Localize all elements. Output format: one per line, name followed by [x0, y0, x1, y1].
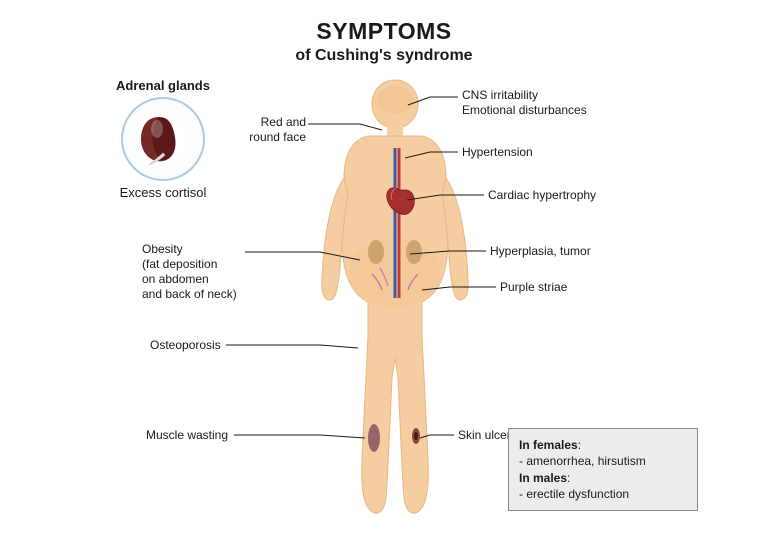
kidney-icon — [133, 109, 193, 169]
adrenal-label-top: Adrenal glands — [98, 78, 228, 93]
label-obesity: Obesity (fat deposition on abdomen and b… — [142, 242, 242, 302]
adrenal-circle — [121, 97, 205, 181]
label-muscle: Muscle wasting — [146, 428, 232, 443]
title-block: SYMPTOMS of Cushing's syndrome — [0, 18, 768, 65]
females-text: - amenorrhea, hirsutism — [519, 454, 646, 468]
adrenal-label-bottom: Excess cortisol — [98, 185, 228, 200]
title-main: SYMPTOMS — [0, 18, 768, 45]
human-body-icon — [310, 78, 480, 518]
males-text: - erectile dysfunction — [519, 487, 629, 501]
gender-info-box: In females: - amenorrhea, hirsutism In m… — [508, 428, 698, 511]
label-hyperplasia: Hyperplasia, tumor — [490, 244, 650, 259]
males-header: In males — [519, 471, 567, 485]
body-figure — [310, 78, 480, 523]
label-hypertension: Hypertension — [462, 145, 602, 160]
label-cardiac: Cardiac hypertrophy — [488, 188, 648, 203]
title-subtitle: of Cushing's syndrome — [0, 47, 768, 65]
label-cns: CNS irritability Emotional disturbances — [462, 88, 642, 118]
males-line: In males: - erectile dysfunction — [519, 470, 687, 502]
label-osteoporosis: Osteoporosis — [150, 338, 224, 353]
label-face: Red and round face — [238, 115, 306, 145]
females-header: In females — [519, 438, 578, 452]
adrenal-badge: Adrenal glands Excess cortisol — [98, 78, 228, 200]
label-striae: Purple striae — [500, 280, 640, 295]
females-line: In females: - amenorrhea, hirsutism — [519, 437, 687, 469]
